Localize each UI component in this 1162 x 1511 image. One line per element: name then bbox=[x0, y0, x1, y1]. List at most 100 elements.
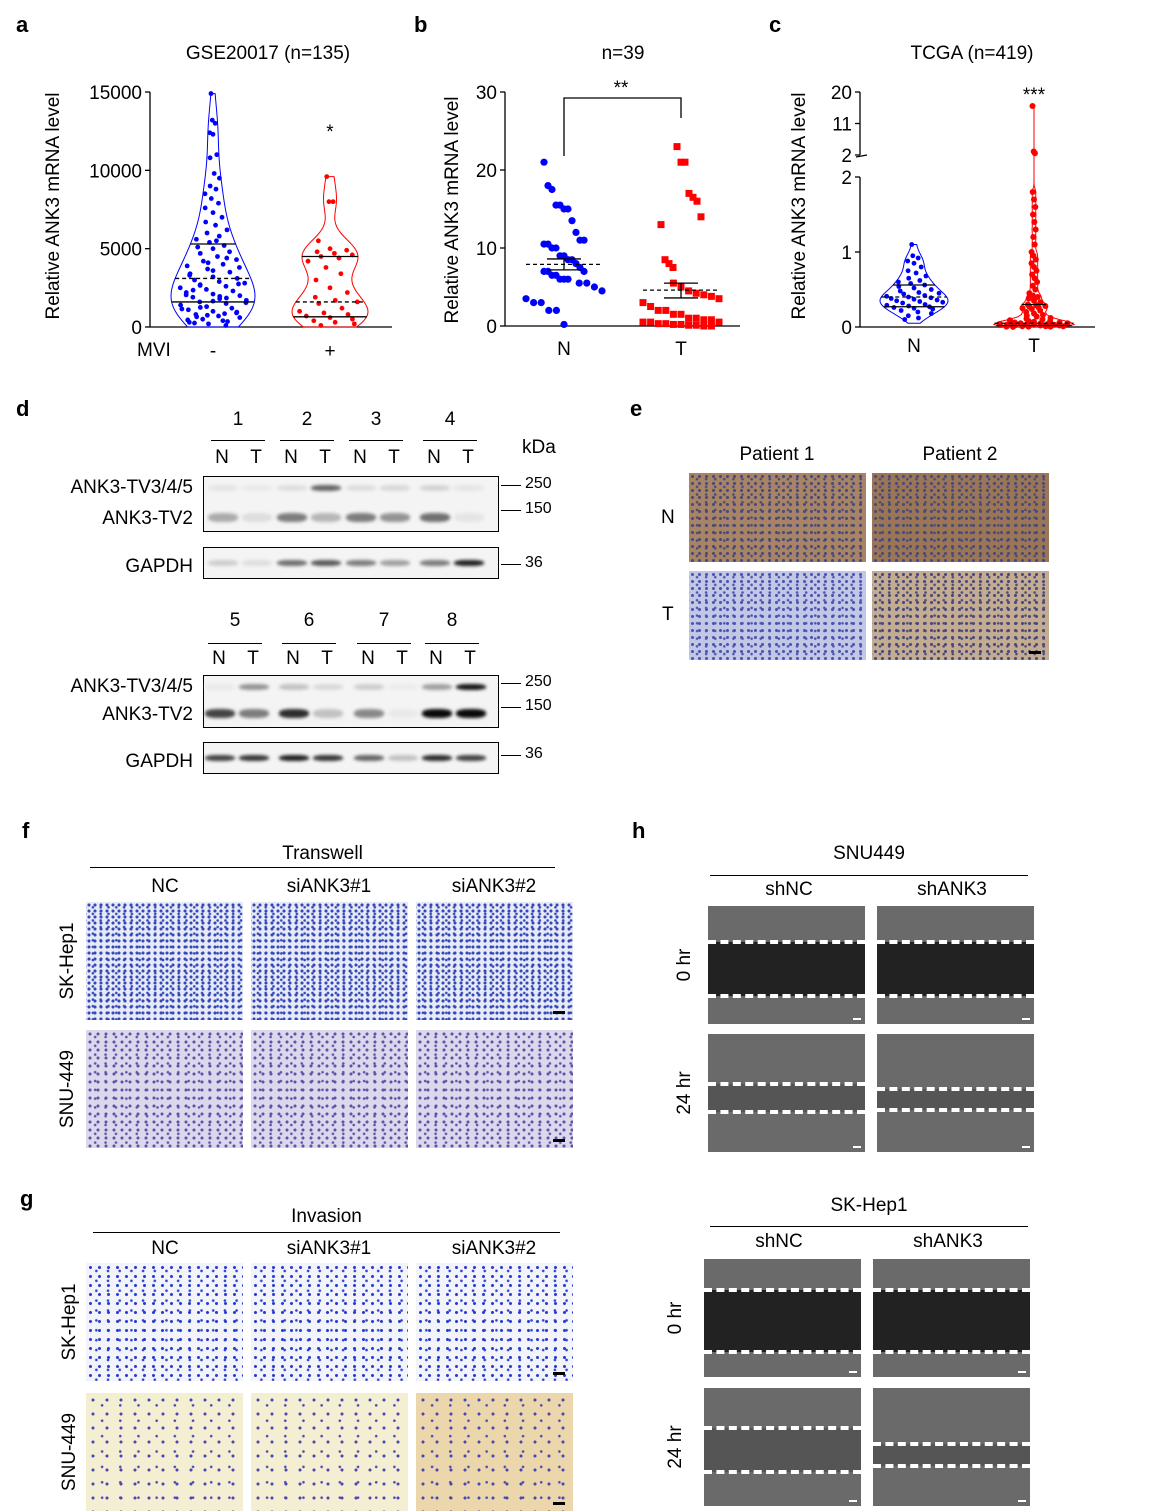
marker-label: 250 bbox=[525, 673, 552, 690]
kda-label: kDa bbox=[522, 437, 556, 458]
lane-label: N bbox=[212, 648, 226, 669]
invasion-column-label: siANK3#1 bbox=[286, 1238, 372, 1259]
chart-b-point bbox=[662, 306, 670, 314]
chart-a-point bbox=[204, 304, 210, 310]
marker-label: 150 bbox=[525, 500, 552, 517]
wound_sk-title-underline bbox=[710, 1226, 1028, 1227]
transwell-row-label: SK-Hep1 bbox=[57, 922, 78, 1000]
invasion-title: Invasion bbox=[291, 1206, 362, 1227]
band-tv345 bbox=[454, 485, 484, 491]
wound-edge-dashed-line bbox=[708, 1082, 865, 1086]
band-gapdh bbox=[454, 560, 484, 566]
chart-a-point bbox=[204, 312, 210, 318]
chart-c-point bbox=[897, 288, 903, 294]
chart-c-point bbox=[906, 294, 911, 300]
band-tv345 bbox=[311, 485, 341, 491]
chart-c-point bbox=[1060, 323, 1067, 330]
chart-a-point bbox=[216, 200, 221, 206]
chart-a-point bbox=[178, 302, 183, 308]
chart-c-point bbox=[1037, 299, 1044, 306]
chart-a-point bbox=[185, 317, 191, 323]
blot-gapdh bbox=[203, 547, 499, 579]
chart-a-point bbox=[206, 321, 211, 327]
patient-underline bbox=[357, 643, 411, 644]
charts-abc: 0 5000 10000 15000 - + * 0 10 20 30 N T ** 0 1 22 11 20 N T *… bbox=[89, 78, 1095, 362]
patient-underline bbox=[349, 440, 403, 441]
band-gapdh bbox=[208, 560, 238, 566]
chart-c-point bbox=[923, 273, 929, 279]
wound_sk-row-label: 0 hr bbox=[665, 1301, 686, 1335]
wound-edge-dashed-line bbox=[708, 994, 865, 998]
transwell-image bbox=[86, 902, 243, 1020]
chart-b-point bbox=[707, 316, 715, 324]
blot-ank3 bbox=[203, 675, 499, 728]
chart-a-point bbox=[197, 283, 203, 288]
chart-a-y-tick-label: 5000 bbox=[100, 240, 142, 261]
chart-a-violin bbox=[291, 176, 369, 328]
wound_snu-image bbox=[708, 906, 865, 1024]
chart-a-point bbox=[220, 261, 226, 267]
band-tv2 bbox=[311, 513, 341, 522]
patient-number: 4 bbox=[444, 409, 456, 430]
chart-a-point bbox=[187, 272, 193, 278]
chart-b-significance: ** bbox=[614, 78, 629, 99]
chart-c-point bbox=[913, 270, 919, 276]
chart-b-y-tick-label: 20 bbox=[476, 161, 497, 182]
marker-tick bbox=[501, 564, 521, 565]
wound_sk-column-label: shANK3 bbox=[913, 1231, 983, 1252]
transwell-image bbox=[251, 902, 408, 1020]
chart-a-point bbox=[190, 294, 196, 300]
chart-a-xlabel: MVI bbox=[137, 340, 171, 361]
panel-label-a: a bbox=[16, 12, 29, 37]
chart-b-point bbox=[700, 322, 708, 330]
wound_snu-column-label: shNC bbox=[765, 879, 813, 900]
chart-b-point bbox=[654, 306, 662, 314]
wound_snu-image bbox=[877, 1034, 1034, 1152]
chart-b-point bbox=[685, 189, 693, 197]
chart-a-point bbox=[213, 186, 219, 192]
band-tv2 bbox=[420, 513, 450, 522]
chart-a-point bbox=[327, 315, 333, 320]
chart-b-point bbox=[537, 299, 545, 307]
chart-c-point bbox=[894, 298, 900, 304]
chart-a-x-tick-label: + bbox=[324, 341, 335, 362]
chart-c-point bbox=[895, 279, 901, 285]
wound_sk-title: SK-Hep1 bbox=[830, 1195, 908, 1216]
chart-c-point bbox=[1029, 189, 1036, 195]
chart-b-point bbox=[639, 299, 647, 307]
chart-c-point bbox=[936, 290, 942, 296]
chart-a-point bbox=[323, 265, 329, 270]
chart-c-point bbox=[922, 302, 928, 307]
chart-c-point bbox=[901, 291, 907, 297]
band-tv345 bbox=[279, 684, 309, 690]
chart-a-point bbox=[318, 323, 324, 328]
patient-underline bbox=[282, 643, 336, 644]
chart-c-point bbox=[902, 317, 908, 322]
chart-b-point bbox=[707, 292, 715, 300]
chart-a-point bbox=[237, 265, 242, 270]
chart-c-point bbox=[1019, 323, 1026, 330]
band-tv345 bbox=[277, 485, 307, 491]
lane-label: N bbox=[284, 447, 298, 468]
chart-b-x-tick-label: N bbox=[557, 339, 571, 360]
patient-number: 6 bbox=[303, 610, 315, 631]
patient-number: 5 bbox=[229, 610, 241, 631]
band-tv2 bbox=[277, 513, 307, 522]
wound_sk-column-label: shNC bbox=[755, 1231, 803, 1252]
chart-b-point bbox=[580, 267, 588, 275]
transwell-image bbox=[251, 1030, 408, 1148]
marker-tick bbox=[501, 510, 521, 511]
scale-bar bbox=[849, 1371, 857, 1373]
chart-a-point bbox=[212, 120, 218, 126]
chart-a-point bbox=[332, 319, 338, 325]
wound_sk-image bbox=[704, 1259, 861, 1377]
chart-a-point bbox=[210, 298, 216, 304]
chart-b-point bbox=[662, 320, 670, 328]
band-tv345 bbox=[388, 684, 418, 690]
chart-c-y-tick-label: 2 bbox=[841, 146, 852, 167]
chart-b-point bbox=[665, 260, 673, 268]
wound_snu-column-label: shANK3 bbox=[917, 879, 987, 900]
chart-b-point bbox=[590, 283, 599, 291]
wound-edge-dashed-line bbox=[877, 1087, 1034, 1091]
chart-a-point bbox=[243, 300, 249, 306]
